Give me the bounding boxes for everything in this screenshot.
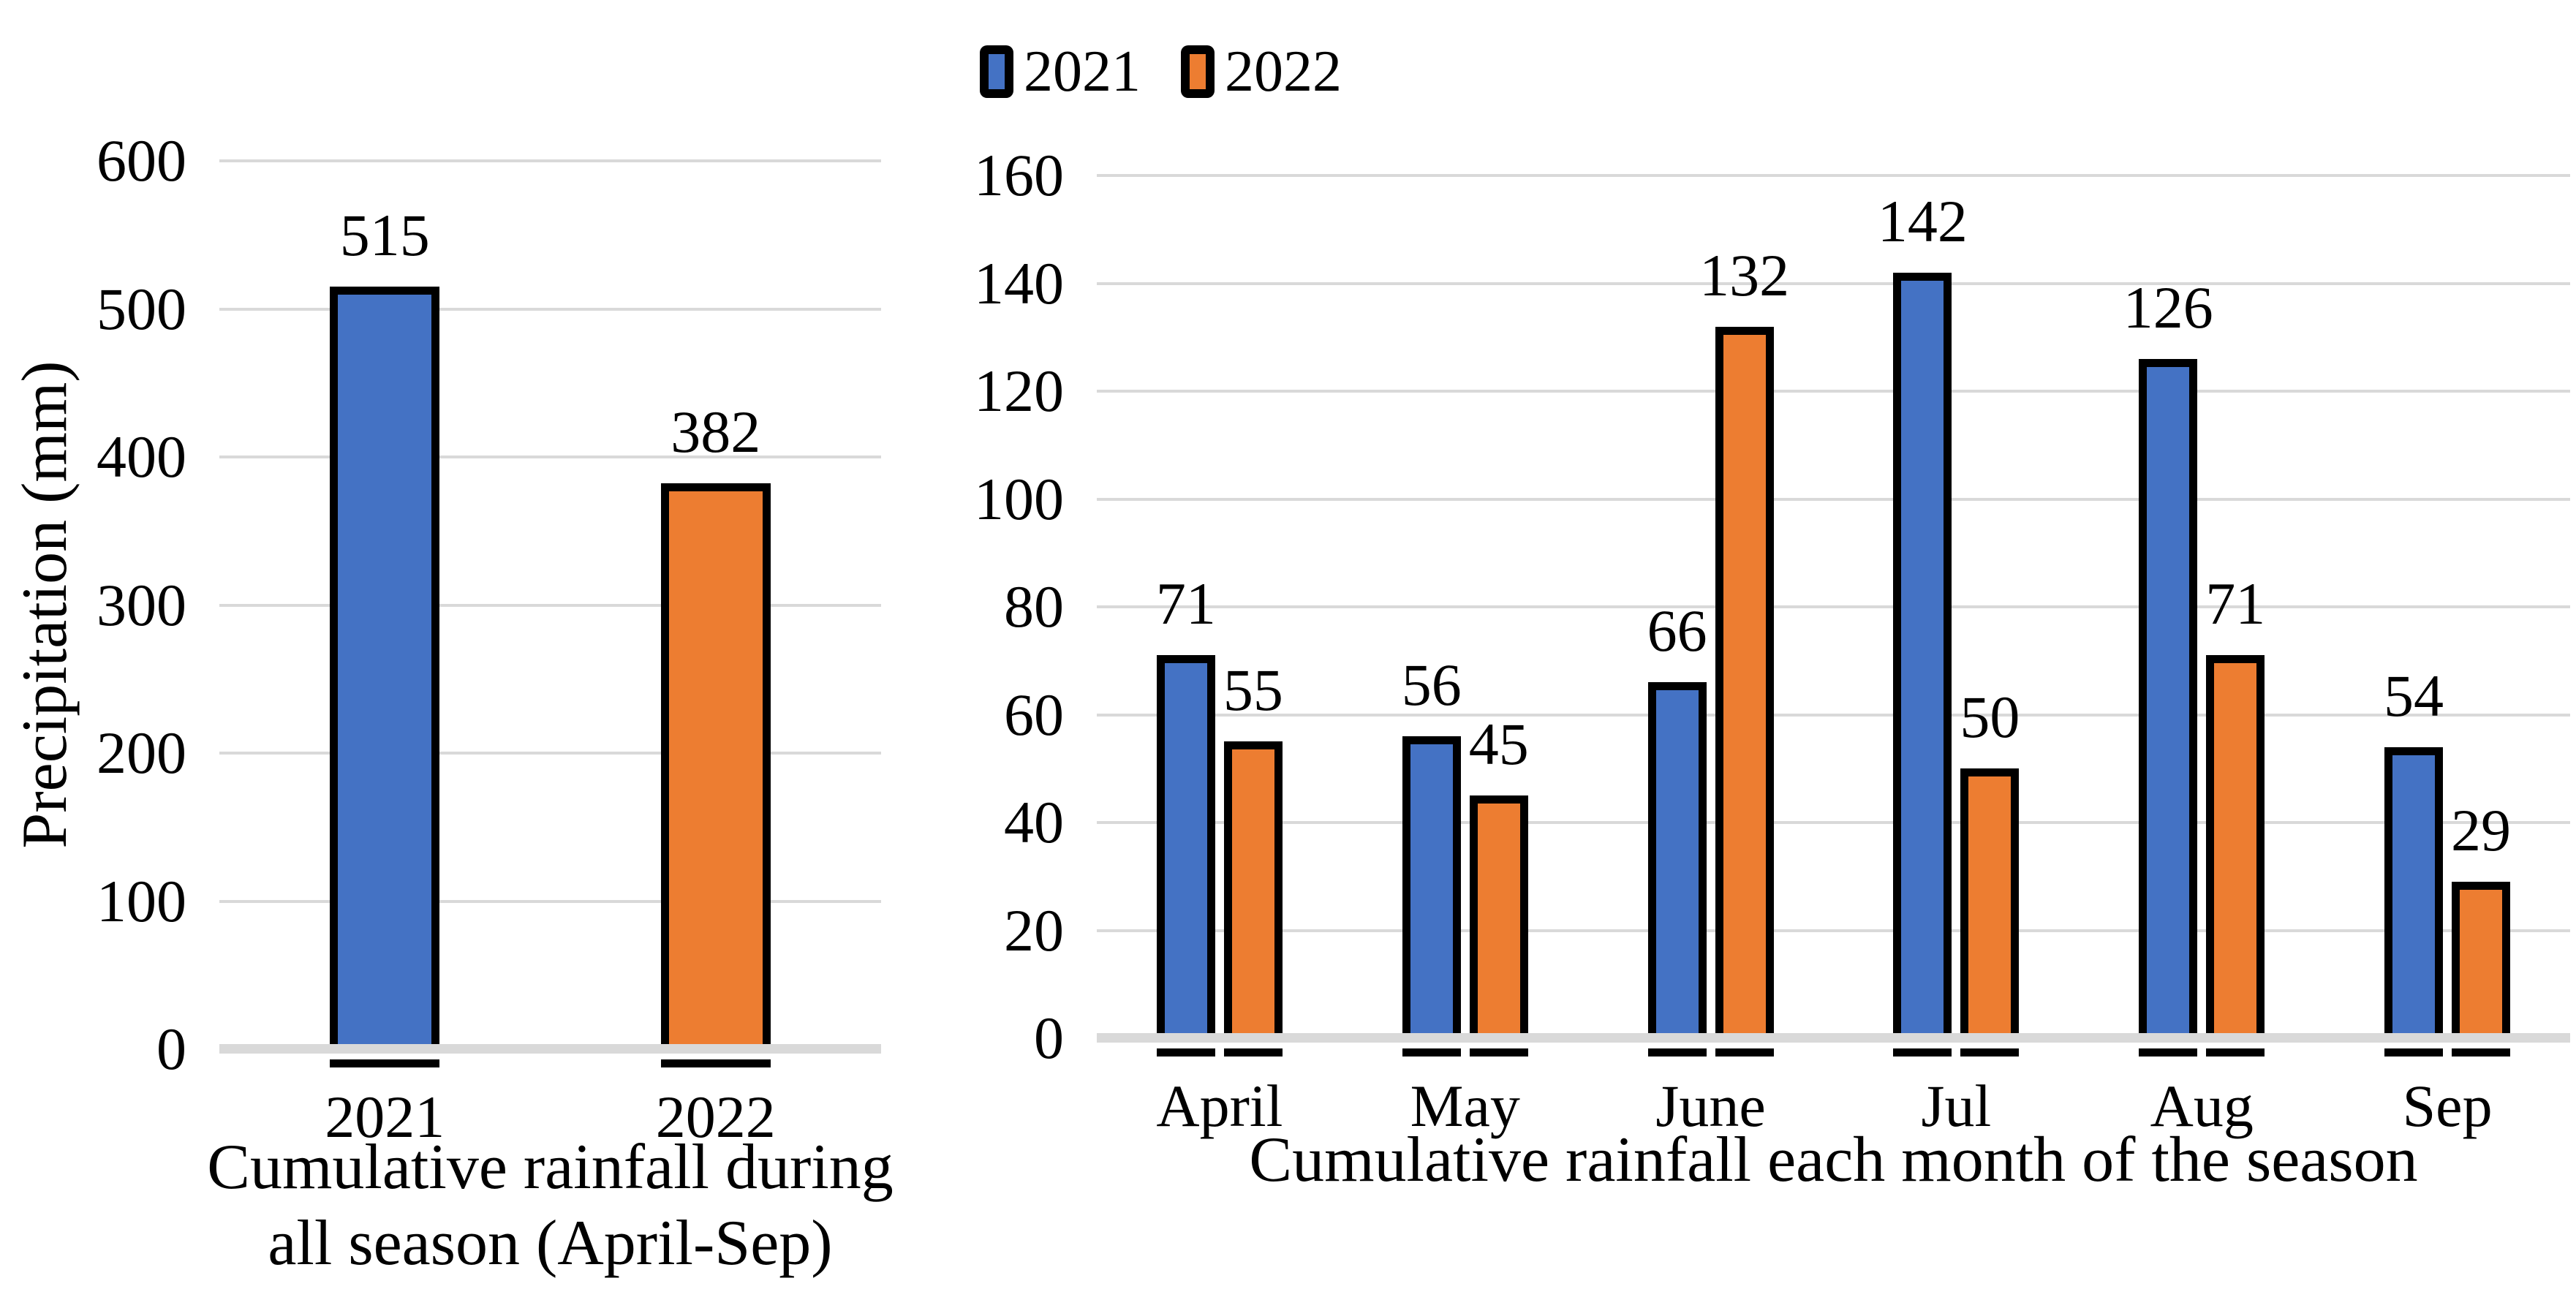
gridline	[1097, 821, 2570, 824]
y-tick-label: 200	[97, 719, 186, 786]
gridline	[219, 456, 881, 459]
category-label: Jul	[1921, 1073, 1992, 1139]
category-group: 126 71	[2079, 175, 2324, 1057]
gridline	[219, 307, 881, 311]
category-row: 515 382	[219, 161, 882, 1067]
bar-2021: 515	[330, 205, 440, 1067]
gridline	[219, 752, 881, 755]
category-label: May	[1410, 1073, 1520, 1139]
bar-2021-Jul: 142	[1878, 191, 1968, 1057]
y-tick-label: 20	[1004, 896, 1064, 964]
bar-value-label: 126	[2123, 273, 2213, 341]
y-tick-label: 400	[97, 423, 186, 490]
legend-label-2022: 2022	[1225, 39, 1342, 104]
x-axis-line	[1097, 1033, 2570, 1043]
season-total-plot: 0 100 200 300 400 500 600 2021 2022 515 382	[97, 131, 882, 1147]
gridline	[1097, 497, 2570, 501]
monthly-axis-title: Cumulative rainfall each month of the se…	[1249, 1124, 2418, 1195]
bar-value-label: 45	[1468, 711, 1529, 778]
category-group: 515	[219, 161, 551, 1067]
y-tick-label: 140	[974, 249, 1064, 317]
bar-2022-Sep: 29	[2451, 801, 2511, 1056]
bar-2022-Aug: 71	[2205, 574, 2265, 1056]
legend-marker-2022-icon	[1181, 45, 1215, 98]
category-label: Aug	[2150, 1073, 2254, 1139]
bar-2021-June: 66	[1647, 601, 1707, 1056]
category-group: 71 55	[1097, 175, 1342, 1056]
bar-value-label: 71	[2205, 570, 2266, 638]
gridline	[1097, 390, 2570, 393]
bar-2022-June: 132	[1699, 245, 1789, 1056]
bar-value-label: 515	[339, 202, 430, 269]
y-tick-label: 40	[1004, 789, 1064, 855]
bar-value-label: 54	[2384, 662, 2444, 729]
legend-item-2022: 2022	[1181, 42, 1342, 101]
category-label: 2021	[325, 1084, 445, 1150]
category-label: Sep	[2402, 1073, 2493, 1139]
bar-2021-May: 56	[1402, 655, 1462, 1056]
bar-2022-May: 45	[1469, 714, 1529, 1056]
bar-value-label: 132	[1699, 241, 1790, 309]
legend-item-2021: 2021	[980, 42, 1141, 101]
y-tick-label: 300	[97, 571, 186, 638]
legend-marker-2021-icon	[980, 45, 1013, 98]
bar-2021-Sep: 54	[2384, 665, 2444, 1057]
y-axis-title: Precipitation (mm)	[10, 360, 80, 849]
monthly-plot: 0 20 40 60 80 100 120 140 160 April May June Jul Aug S…	[974, 145, 2570, 1136]
y-tick-label: 100	[974, 465, 1064, 532]
category-label: April	[1156, 1073, 1283, 1139]
gridline	[1097, 174, 2570, 177]
gridline	[219, 159, 881, 162]
gridline	[1097, 605, 2570, 608]
bar-value-label: 66	[1647, 597, 1707, 665]
y-tick-label: 160	[974, 142, 1064, 208]
bar-value-label: 50	[1960, 684, 2020, 751]
legend: 2021 2022	[980, 42, 1342, 101]
bar-2021-April: 71	[1156, 574, 1216, 1056]
category-group: 142 50	[1833, 175, 2079, 1057]
bar-2022-Jul: 50	[1960, 687, 2020, 1056]
gridline	[219, 603, 881, 607]
season-total-axis-title: Cumulative rainfall during all season (A…	[183, 1130, 918, 1282]
y-tick-label: 0	[156, 1016, 186, 1082]
y-tick-label: 0	[1034, 1005, 1064, 1071]
season-total-axis-title-line2: all season (April-Sep)	[268, 1207, 833, 1279]
bar-value-label: 55	[1223, 657, 1283, 724]
gridline	[1097, 713, 2570, 717]
y-tick-label: 600	[97, 127, 186, 194]
bar-value-label: 71	[1155, 570, 1216, 638]
legend-label-2021: 2021	[1024, 39, 1141, 104]
category-label: June	[1655, 1073, 1766, 1139]
y-tick-label: 100	[97, 867, 186, 934]
gridline	[1097, 281, 2570, 285]
bar-value-label: 382	[671, 398, 761, 466]
gridline	[219, 899, 881, 903]
x-axis-line	[219, 1044, 881, 1054]
category-group: 382	[551, 161, 882, 1067]
y-tick-label: 60	[1004, 681, 1064, 748]
bar-value-label: 142	[1877, 187, 1968, 254]
y-tick-label: 120	[974, 358, 1064, 424]
category-group: 66 132	[1588, 175, 1834, 1056]
category-group: 56 45	[1342, 175, 1588, 1056]
bar-2021-Aug: 126	[2123, 277, 2213, 1057]
category-label: 2022	[655, 1084, 776, 1150]
category-group: 54 29	[2324, 175, 2570, 1057]
bar-2022: 382	[660, 402, 771, 1067]
bar-value-label: 29	[2451, 797, 2512, 864]
gridline	[1097, 929, 2570, 932]
y-tick-label: 500	[97, 275, 186, 342]
category-row: 71 55 56 45 66 132 142 50 126 71 54 29	[1097, 175, 2570, 1057]
season-total-axis-title-line1: Cumulative rainfall during	[207, 1132, 894, 1203]
y-tick-label: 80	[1004, 573, 1064, 640]
bar-value-label: 56	[1401, 651, 1462, 718]
bar-2022-April: 55	[1223, 660, 1283, 1056]
